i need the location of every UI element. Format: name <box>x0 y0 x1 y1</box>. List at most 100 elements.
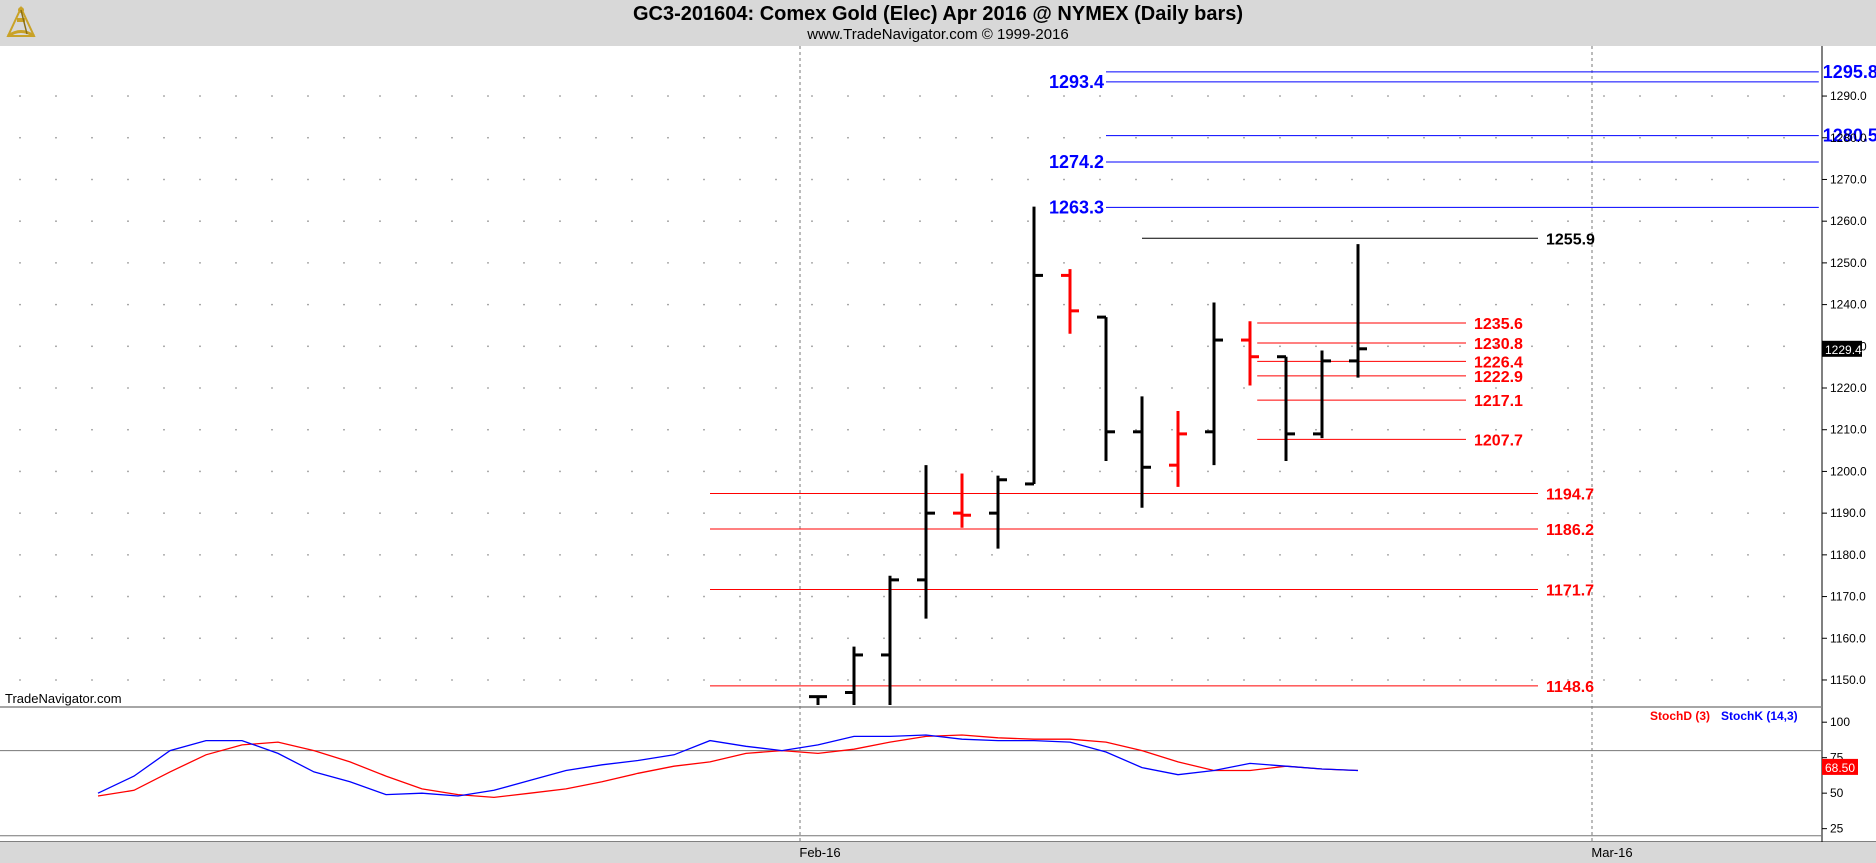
y-tick-label: 1160.0 <box>1830 631 1866 645</box>
grid-dot <box>1027 136 1029 139</box>
grid-dot <box>343 261 345 264</box>
grid-dot <box>1495 679 1497 681</box>
price-level-label: 1222.9 <box>1474 369 1523 386</box>
grid-dot <box>307 345 309 348</box>
grid-dot <box>1531 303 1533 306</box>
chart-frame <box>0 46 1876 863</box>
grid-dot <box>1063 95 1065 97</box>
grid-dot <box>163 470 165 473</box>
grid-dot <box>451 553 453 556</box>
grid-dot <box>1603 303 1605 306</box>
grid-dot <box>1387 136 1389 139</box>
grid-dot <box>1099 95 1101 97</box>
grid-dot <box>775 136 777 139</box>
grid-dot <box>1027 303 1029 306</box>
grid-dot <box>1027 470 1029 473</box>
grid-dot <box>1171 512 1173 515</box>
grid-dot <box>703 470 705 473</box>
price-level-label: 1255.9 <box>1546 231 1595 248</box>
grid-dot <box>379 178 381 181</box>
grid-dot <box>1171 637 1173 640</box>
grid-dot <box>523 220 525 223</box>
grid-dot <box>1279 595 1281 598</box>
grid-dot <box>1567 428 1569 431</box>
osc-last-value-label: 68.50 <box>1825 761 1855 775</box>
grid-dot <box>847 136 849 139</box>
grid-dot <box>559 95 561 97</box>
grid-dot <box>1135 679 1137 681</box>
grid-dot <box>1711 553 1713 556</box>
grid-dot <box>1423 345 1425 348</box>
grid-dot <box>1459 178 1461 181</box>
grid-dot <box>919 679 921 681</box>
grid-dot <box>703 637 705 640</box>
grid-dot <box>127 345 129 348</box>
grid-dot <box>775 679 777 681</box>
grid-dot <box>955 95 957 97</box>
grid-dot <box>883 261 885 264</box>
grid-dot <box>631 679 633 681</box>
grid-dot <box>991 637 993 640</box>
grid-dot <box>127 95 129 97</box>
grid-dot <box>271 387 273 389</box>
grid-dot <box>739 220 741 223</box>
grid-dot <box>1423 637 1425 640</box>
grid-dot <box>199 679 201 681</box>
grid-dot <box>847 470 849 473</box>
grid-dot <box>595 387 597 389</box>
grid-dot <box>667 178 669 181</box>
grid-dot <box>271 595 273 598</box>
grid-dot <box>343 303 345 306</box>
grid-dot <box>775 470 777 473</box>
grid-dot <box>1639 595 1641 598</box>
grid-dot <box>631 178 633 181</box>
grid-dot <box>343 512 345 515</box>
grid-dot <box>1783 261 1785 264</box>
grid-dot <box>1783 345 1785 348</box>
grid-dot <box>595 178 597 181</box>
grid-dot <box>487 261 489 264</box>
ohlc-bar <box>1349 244 1367 378</box>
grid-dot <box>1639 553 1641 556</box>
grid-dot <box>379 261 381 264</box>
ohlc-bar <box>809 695 827 705</box>
grid-dot <box>1099 345 1101 348</box>
grid-dot <box>1747 303 1749 306</box>
grid-dot <box>307 261 309 264</box>
grid-dot <box>1675 428 1677 431</box>
grid-dot <box>1747 512 1749 515</box>
grid-dot <box>1711 261 1713 264</box>
grid-dot <box>1747 428 1749 431</box>
grid-dot <box>1495 95 1497 97</box>
grid-dot <box>955 428 957 431</box>
grid-dot <box>1711 470 1713 473</box>
grid-dot <box>811 95 813 97</box>
grid-dot <box>271 553 273 556</box>
ohlc-bar <box>1169 410 1187 487</box>
grid-dot <box>379 512 381 515</box>
grid-dot <box>1027 679 1029 681</box>
grid-dot <box>1495 303 1497 306</box>
grid-dot <box>415 261 417 264</box>
grid-dot <box>271 95 273 97</box>
stoch-k-line <box>97 734 1359 797</box>
grid-dot <box>1243 595 1245 598</box>
grid-dot <box>1387 387 1389 389</box>
grid-dot <box>1675 136 1677 139</box>
grid-dot <box>199 595 201 598</box>
grid-dot <box>1747 261 1749 264</box>
grid-dot <box>19 595 21 598</box>
grid-dot <box>919 345 921 348</box>
grid-dot <box>1711 595 1713 598</box>
grid-dot <box>1171 303 1173 306</box>
grid-dot <box>343 637 345 640</box>
grid-dot <box>1459 387 1461 389</box>
grid-dot <box>271 261 273 264</box>
grid-dot <box>1639 136 1641 139</box>
grid-dot <box>811 136 813 139</box>
grid-dot <box>1027 428 1029 431</box>
grid-dot <box>667 303 669 306</box>
grid-dot <box>1783 679 1785 681</box>
grid-dot <box>1531 261 1533 264</box>
grid-dot <box>1495 345 1497 348</box>
